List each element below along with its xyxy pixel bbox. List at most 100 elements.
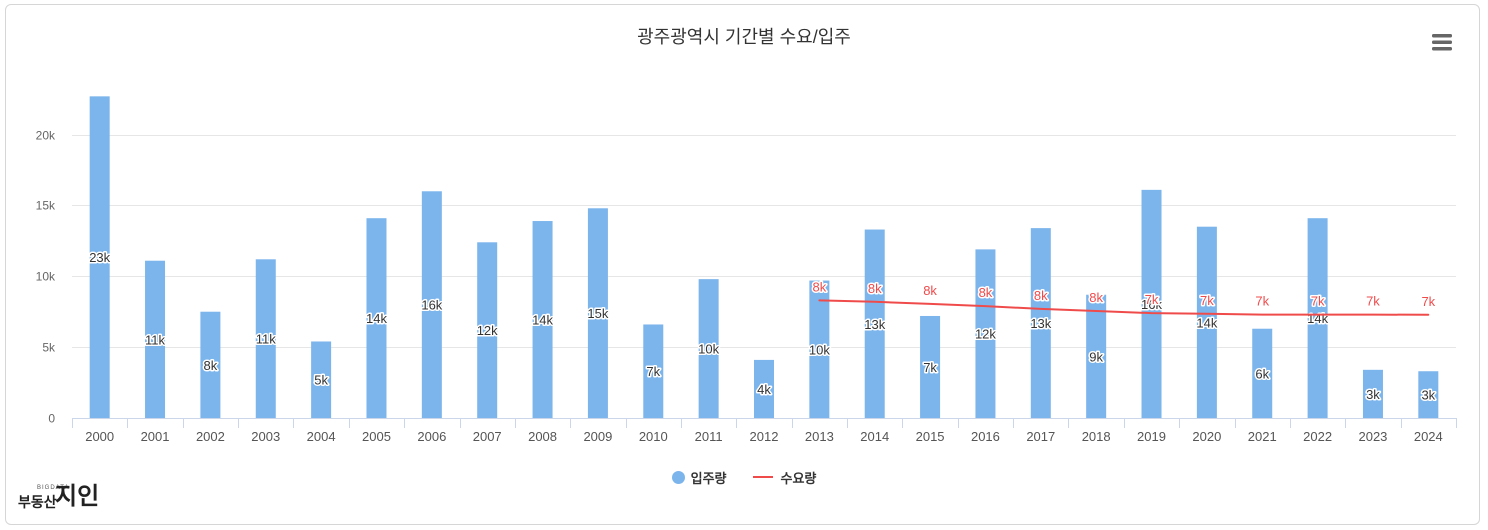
legend-item-move-in[interactable]: 입주량: [671, 468, 727, 487]
x-tick-label-2007: 2007: [473, 429, 502, 444]
bar-label-2015: 7k: [923, 360, 937, 375]
bar-2000[interactable]: [89, 96, 110, 418]
menu-icon-bar: [1432, 34, 1452, 38]
bar-label-2017: 13k: [1030, 316, 1051, 331]
x-tick-label-2004: 2004: [307, 429, 336, 444]
demand-point-2020[interactable]: [1203, 310, 1211, 318]
demand-point-2015[interactable]: [926, 300, 934, 308]
bar-data-labels: 23k 11k 8k 11k 5k 14k 16k 12k 14k 15k 7k 10k 4k 10k 13…: [88, 249, 1437, 404]
demand-line[interactable]: [818, 299, 1430, 316]
bar-label-2008: 14k: [532, 313, 553, 328]
bar-2020[interactable]: [1196, 226, 1217, 418]
demand-point-2014[interactable]: [871, 298, 879, 306]
demand-point-2017[interactable]: [1037, 305, 1045, 313]
chart-title: 광주광역시 기간별 수요/입주: [637, 27, 851, 47]
bar-label-2002: 8k: [204, 358, 218, 373]
x-tick-label-2022: 2022: [1303, 429, 1332, 444]
bar-label-2021: 6k: [1255, 366, 1269, 381]
bar-2010[interactable]: [643, 324, 664, 418]
demand-point-2018[interactable]: [1092, 307, 1100, 315]
bar-label-2007: 12k: [477, 323, 498, 338]
bar-2011[interactable]: [698, 279, 719, 418]
bar-2024[interactable]: [1418, 371, 1439, 418]
line-label-2018: 8k: [1089, 290, 1103, 305]
bar-2016[interactable]: [975, 249, 996, 418]
menu-icon-bar: [1432, 47, 1452, 51]
x-tick-label-2008: 2008: [528, 429, 557, 444]
y-tick-label: 20k: [36, 129, 56, 143]
bar-2004[interactable]: [311, 341, 332, 418]
x-tick-label-2010: 2010: [639, 429, 668, 444]
logo-prefix-text: 부동산: [18, 494, 57, 510]
bar-2017[interactable]: [1030, 228, 1051, 418]
line-label-2019: 7k: [1145, 292, 1159, 307]
x-tick-label-2000: 2000: [85, 429, 114, 444]
x-tick-label-2005: 2005: [362, 429, 391, 444]
bar-2015[interactable]: [920, 315, 941, 418]
line-label-2023: 7k: [1366, 294, 1380, 309]
y-axis-labels: 0 5k 10k 15k 20k: [36, 129, 56, 426]
bar-label-2003: 11k: [256, 332, 276, 347]
bar-2003[interactable]: [255, 259, 276, 418]
legend-line-marker: [752, 476, 773, 478]
bar-2013[interactable]: [809, 280, 830, 418]
x-tick-label-2002: 2002: [196, 429, 225, 444]
demand-point-2024[interactable]: [1424, 311, 1432, 319]
x-tick-label-2006: 2006: [417, 429, 446, 444]
demand-point-2019[interactable]: [1148, 309, 1156, 317]
legend-label-demand: 수요량: [780, 470, 817, 486]
y-gridlines: [72, 135, 1456, 348]
x-tick-label-2020: 2020: [1192, 429, 1221, 444]
line-label-2024: 7k: [1421, 294, 1435, 309]
bar-2023[interactable]: [1362, 369, 1383, 418]
bar-label-2024: 3k: [1421, 388, 1435, 403]
bar-2019[interactable]: [1141, 189, 1162, 418]
demand-point-2022[interactable]: [1314, 311, 1322, 319]
bar-2008[interactable]: [532, 221, 553, 418]
bar-2007[interactable]: [477, 242, 498, 418]
bar-label-2010: 7k: [646, 364, 660, 379]
bar-label-2005: 14k: [366, 311, 387, 326]
bar-2022[interactable]: [1307, 218, 1328, 418]
x-tick-label-2021: 2021: [1248, 429, 1277, 444]
bar-label-2006: 16k: [421, 298, 442, 313]
bar-2002[interactable]: [200, 311, 221, 418]
demand-point-2021[interactable]: [1258, 311, 1266, 319]
legend-item-demand[interactable]: 수요량: [752, 468, 817, 487]
legend-circle-marker: [671, 470, 685, 484]
line-series-demand: [815, 296, 1432, 319]
menu-icon-bar: [1432, 40, 1452, 44]
bar-label-2020: 14k: [1196, 315, 1217, 330]
x-tick-label-2001: 2001: [141, 429, 170, 444]
bar-label-2016: 12k: [975, 327, 996, 342]
y-tick-label: 5k: [42, 341, 56, 355]
chart-menu-button[interactable]: [1430, 31, 1454, 53]
bar-2021[interactable]: [1252, 328, 1273, 418]
line-label-2017: 8k: [1034, 288, 1048, 303]
line-label-2016: 8k: [979, 285, 993, 300]
bar-2018[interactable]: [1086, 294, 1107, 418]
bar-2005[interactable]: [366, 218, 387, 418]
chart-container: [5, 4, 1480, 525]
bar-label-2019: 16k: [1141, 297, 1162, 312]
line-label-2022: 7k: [1311, 294, 1325, 309]
bar-2001[interactable]: [145, 260, 166, 418]
y-tick-label: 15k: [36, 199, 56, 213]
line-label-2014: 8k: [868, 281, 882, 296]
demand-point-2016[interactable]: [981, 302, 989, 310]
x-tick-label-2018: 2018: [1082, 429, 1111, 444]
bar-label-2013: 10k: [809, 342, 830, 357]
bar-2006[interactable]: [421, 191, 442, 418]
x-tick-label-2023: 2023: [1358, 429, 1387, 444]
x-tick-label-2019: 2019: [1137, 429, 1166, 444]
line-label-2013: 8k: [812, 279, 826, 294]
bar-2014[interactable]: [864, 229, 885, 418]
bar-2009[interactable]: [587, 208, 608, 418]
bar-2012[interactable]: [754, 359, 774, 418]
bar-label-2000: 23k: [89, 250, 110, 265]
demand-point-2013[interactable]: [815, 296, 823, 304]
bar-label-2023: 3k: [1366, 387, 1380, 402]
line-data-labels: 8k 8k 8k 8k 8k 8k 7k 7k 7k 7k 7k 7k: [811, 278, 1437, 310]
x-tick-label-2012: 2012: [750, 429, 779, 444]
demand-point-2023[interactable]: [1369, 311, 1377, 319]
